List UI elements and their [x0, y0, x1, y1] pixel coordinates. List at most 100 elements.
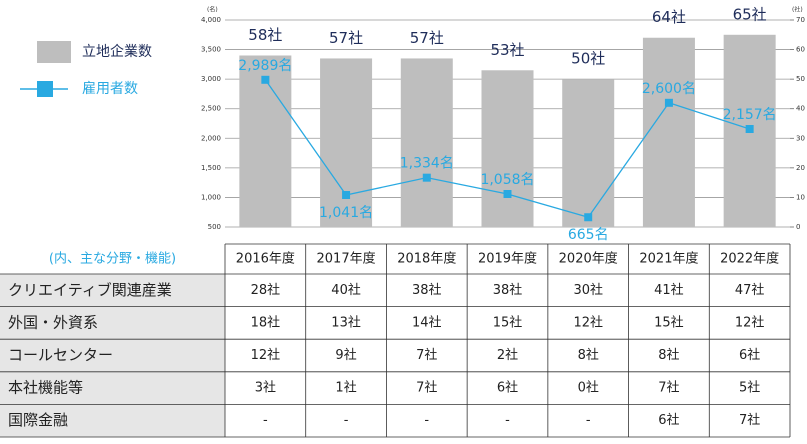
- y-tick-label: 1,500: [201, 164, 221, 172]
- table-header: 2019年度: [478, 251, 537, 267]
- y2-tick-label: 10: [796, 193, 805, 201]
- legend-label: 雇用者数: [82, 80, 138, 97]
- table-cell: 7社: [416, 347, 437, 363]
- y2-tick-label: 40: [796, 105, 805, 113]
- bar-label: 57社: [410, 29, 444, 47]
- table-cell: 6社: [658, 412, 679, 428]
- line-marker: [745, 125, 754, 134]
- y-tick-label: 4,000: [201, 16, 221, 24]
- y-tick-label: 3,500: [201, 46, 221, 54]
- bar: [562, 79, 615, 228]
- legend-label: 立地企業数: [82, 43, 152, 60]
- y2-tick-label: 50: [796, 75, 805, 83]
- y2-tick-label: 30: [796, 134, 805, 142]
- table-cell: 14社: [412, 314, 442, 330]
- bar-label: 64社: [652, 8, 686, 26]
- table-cell: コールセンター: [8, 346, 113, 364]
- y-unit: (名): [207, 6, 218, 14]
- table-cell: 6社: [497, 380, 518, 396]
- bar: [642, 37, 695, 227]
- line-label: 1,334名: [400, 156, 454, 172]
- table-cell: 7社: [658, 380, 679, 396]
- table-header: 2017年度: [317, 251, 376, 267]
- y-tick-label: 1,000: [201, 193, 221, 201]
- y2-tick-label: 0: [796, 223, 800, 231]
- line-label: 2,989名: [238, 58, 292, 74]
- y-tick-label: 2,500: [201, 105, 221, 113]
- y2-tick-label: 20: [796, 164, 805, 172]
- y2-tick-label: 70: [796, 16, 805, 24]
- bar-label: 65社: [733, 5, 767, 23]
- row-head-bg: [0, 274, 225, 307]
- bar: [481, 70, 534, 228]
- row-head-bg: [0, 371, 225, 405]
- table-cell: -: [263, 413, 268, 428]
- bar-label: 50社: [571, 50, 605, 68]
- table-cell: 15社: [654, 314, 684, 330]
- line-marker: [503, 189, 512, 198]
- row-head-bg: [0, 404, 225, 437]
- table-cell: 1社: [335, 380, 356, 396]
- line-label: 2,157名: [723, 107, 777, 123]
- table-cell: 外国・外資系: [8, 313, 98, 331]
- table-cell: 38社: [412, 282, 442, 298]
- table-cell: 2社: [497, 347, 518, 363]
- table-cell: 12社: [735, 314, 765, 330]
- y-tick-label: 2,000: [201, 134, 221, 142]
- table-corner: (内、主な分野・機能): [49, 251, 176, 267]
- line-marker: [261, 75, 270, 84]
- line-label: 665名: [568, 227, 609, 243]
- y2-tick-label: 60: [796, 46, 805, 54]
- line-marker: [584, 213, 593, 222]
- y-tick-label: 3,000: [201, 75, 221, 83]
- row-head-bg: [0, 306, 225, 340]
- table-cell: -: [344, 413, 349, 428]
- table-cell: 国際金融: [8, 411, 68, 429]
- bar: [320, 58, 373, 227]
- bar-label: 58社: [248, 26, 282, 44]
- line-label: 1,058名: [480, 172, 534, 188]
- line-marker: [422, 173, 431, 182]
- table-cell: クリエイティブ関連産業: [8, 281, 172, 299]
- line-label: 2,600名: [642, 81, 696, 97]
- row-head-bg: [0, 339, 225, 372]
- legend-swatch: [37, 41, 71, 63]
- table-cell: 0社: [578, 380, 599, 396]
- table-cell: -: [424, 413, 429, 428]
- line-label: 1,041名: [319, 205, 373, 221]
- table-cell: 3社: [255, 380, 276, 396]
- table-cell: 38社: [493, 282, 523, 298]
- table-cell: -: [505, 413, 510, 428]
- y2-unit: (社): [792, 6, 803, 14]
- bar: [239, 55, 292, 227]
- table-header: 2022年度: [720, 251, 779, 267]
- table-cell: 5社: [739, 380, 760, 396]
- line-marker: [342, 191, 351, 200]
- table-cell: 28社: [251, 282, 281, 298]
- table-header: 2018年度: [397, 251, 456, 267]
- y-tick-label: 500: [208, 223, 221, 231]
- table-cell: 8社: [658, 347, 679, 363]
- table-header: 2016年度: [236, 251, 295, 267]
- table-cell: 41社: [654, 282, 684, 298]
- table-cell: 47社: [735, 282, 765, 298]
- bar-label: 53社: [490, 41, 524, 59]
- table-cell: 13社: [331, 314, 361, 330]
- line-marker: [664, 98, 673, 107]
- table-cell: 6社: [739, 347, 760, 363]
- table-cell: -: [586, 413, 591, 428]
- table-cell: 30社: [573, 282, 603, 298]
- table-cell: 7社: [416, 380, 437, 396]
- bar-label: 57社: [329, 29, 363, 47]
- table-cell: 本社機能等: [8, 379, 83, 397]
- table-header: 2020年度: [559, 251, 618, 267]
- table-cell: 12社: [251, 347, 281, 363]
- table-cell: 8社: [578, 347, 599, 363]
- table-cell: 15社: [493, 314, 523, 330]
- table-header: 2021年度: [639, 251, 698, 267]
- bar: [400, 58, 453, 227]
- table-cell: 9社: [335, 347, 356, 363]
- legend-marker: [37, 81, 53, 97]
- table-cell: 7社: [739, 412, 760, 428]
